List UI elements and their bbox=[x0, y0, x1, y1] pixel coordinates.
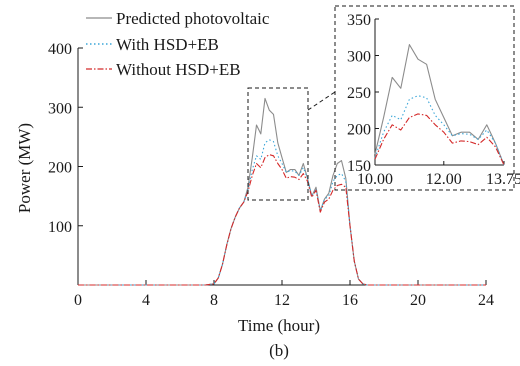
chart-caption: (b) bbox=[269, 341, 289, 360]
y-tick-label: 400 bbox=[48, 41, 72, 58]
inset-frame bbox=[334, 5, 515, 191]
x-tick-label: 4 bbox=[142, 292, 150, 309]
x-tick-label: 20 bbox=[410, 292, 426, 309]
series-line-predicted bbox=[78, 97, 486, 286]
inset-y-tick-label: 200 bbox=[347, 122, 371, 139]
inset-y-tick-label: 150 bbox=[347, 158, 371, 175]
series-line-without-hsd-eb bbox=[78, 154, 486, 286]
y-ticks: 100 200 300 400 bbox=[48, 41, 83, 236]
x-tick-label: 16 bbox=[342, 292, 358, 309]
inset-line-predicted bbox=[374, 44, 505, 166]
inset-x-tick-label: 13.75 bbox=[486, 171, 520, 188]
inset-line-without-hsd-eb bbox=[374, 113, 505, 166]
legend: Predicted photovoltaic With HSD+EB Witho… bbox=[86, 9, 270, 79]
y-tick-label: 300 bbox=[48, 100, 72, 117]
inset-x-tick-label: 10.00 bbox=[357, 171, 393, 188]
zoom-region-box bbox=[247, 87, 309, 201]
y-tick-label: 100 bbox=[48, 219, 72, 236]
legend-label-with-hsd-eb: With HSD+EB bbox=[116, 35, 219, 54]
series-line-with-hsd-eb bbox=[78, 139, 486, 286]
inset-y-tick-label: 250 bbox=[347, 85, 371, 102]
x-ticks: 0 4 8 12 16 20 24 bbox=[74, 280, 494, 309]
y-tick-label: 200 bbox=[48, 160, 72, 177]
inset-series-group bbox=[374, 44, 505, 166]
y-axis-label: Power (MW) bbox=[15, 123, 34, 213]
main-series-group bbox=[78, 97, 486, 286]
inset-y-tick-label: 300 bbox=[347, 49, 371, 66]
x-axis-label: Time (hour) bbox=[238, 316, 320, 335]
legend-label-predicted: Predicted photovoltaic bbox=[116, 9, 270, 28]
inset-y-tick-label: 350 bbox=[347, 12, 371, 29]
inset-x-tick-label: 12.00 bbox=[426, 171, 462, 188]
inset-axes: 10.00 12.00 13.75 150 200 250 300 350 bbox=[347, 12, 520, 188]
x-tick-label: 0 bbox=[74, 292, 82, 309]
zoom-connector bbox=[307, 91, 336, 111]
x-tick-label: 24 bbox=[478, 292, 494, 309]
x-tick-label: 8 bbox=[210, 292, 218, 309]
inset-line-with-hsd-eb bbox=[374, 95, 505, 166]
legend-label-without-hsd-eb: Without HSD+EB bbox=[116, 60, 241, 79]
x-tick-label: 12 bbox=[274, 292, 290, 309]
